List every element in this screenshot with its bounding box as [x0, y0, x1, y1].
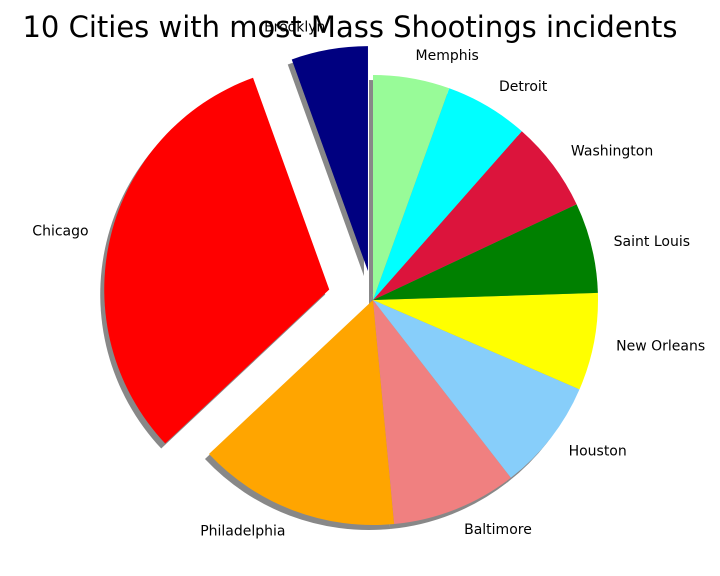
slice-label-philadelphia: Philadelphia [200, 524, 285, 540]
slice-label-detroit: Detroit [499, 79, 548, 95]
slice-label-houston: Houston [569, 444, 627, 460]
slice-label-washington: Washington [571, 143, 653, 159]
slice-washington [373, 131, 577, 300]
slice-label-chicago: Chicago [32, 224, 88, 240]
slice-label-new-orleans: New Orleans [616, 338, 705, 354]
slice-memphis [373, 75, 450, 300]
slice-labels: Brooklyn Chicago Philadelphia Baltimore Hous… [32, 19, 705, 539]
chart-title: 10 Cities with most Mass Shootings incid… [22, 10, 678, 44]
slice-brooklyn [291, 46, 368, 272]
slice-label-baltimore: Baltimore [464, 522, 532, 538]
slice-label-memphis: Memphis [416, 48, 479, 64]
slice-label-brooklyn: Brooklyn [264, 19, 325, 35]
slice-philadelphia [208, 300, 395, 525]
pie-slices [104, 46, 598, 525]
slice-baltimore [373, 300, 511, 525]
slice-new-orleans [373, 292, 598, 390]
slice-chicago [104, 77, 330, 444]
slice-houston [373, 300, 580, 478]
slice-label-saint-louis: Saint Louis [614, 234, 690, 250]
slice-saint-louis [373, 204, 598, 300]
slice-detroit [373, 88, 522, 301]
